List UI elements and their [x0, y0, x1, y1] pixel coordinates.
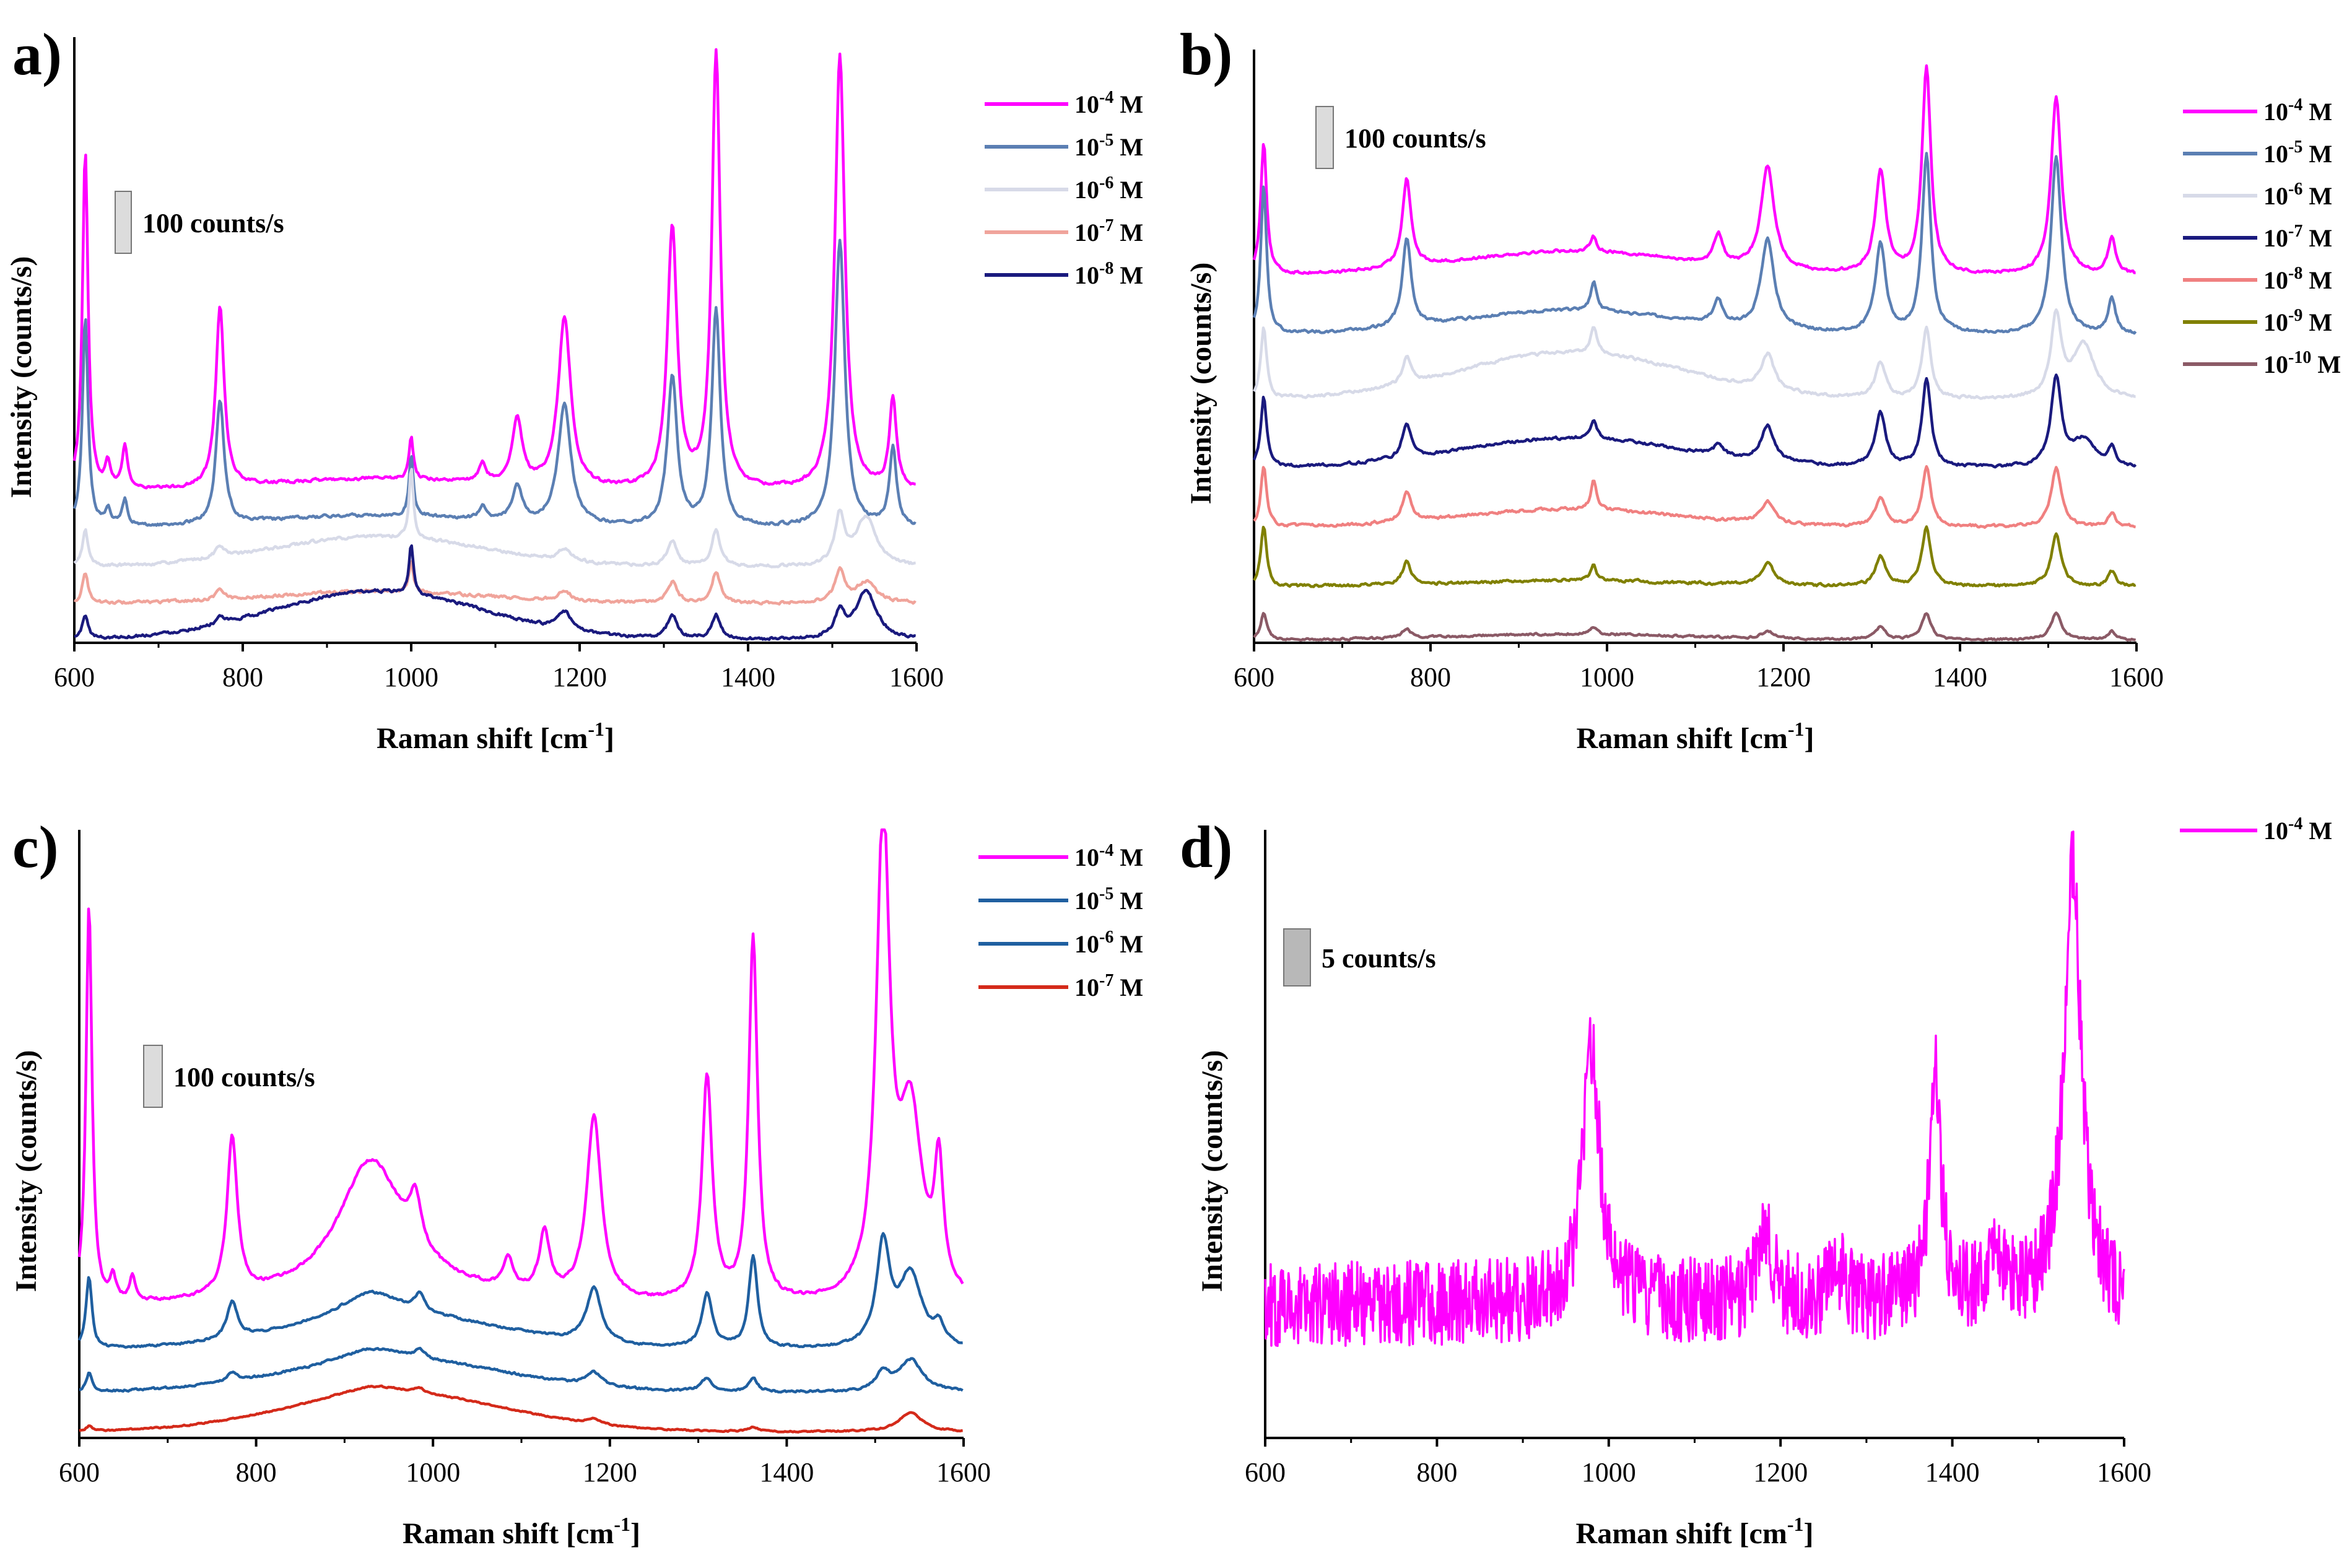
x-tick-label: 1400 — [759, 1457, 814, 1487]
legend-label: 10-8 M — [1074, 259, 1143, 289]
x-tick-label: 1000 — [1580, 662, 1634, 692]
legend-label: 10-5 M — [1074, 131, 1143, 161]
x-tick-label: 1200 — [1756, 662, 1811, 692]
x-tick-label: 1000 — [406, 1457, 460, 1487]
legend-label: 10-6 M — [2263, 180, 2332, 210]
scale-bar-label: 100 counts/s — [173, 1062, 315, 1092]
legend-label: 10-10 M — [2263, 348, 2341, 378]
panel-a: a) 600 800 1000 1200 1400 1600 Raman shift [cm-… — [5, 21, 1143, 755]
series-line — [77, 828, 964, 1302]
legend-label: 10-6 M — [1074, 173, 1143, 204]
legend-label: 10-4 M — [2263, 95, 2332, 126]
series-line — [77, 1232, 963, 1349]
x-tick-label: 1600 — [889, 662, 944, 692]
panel-label: c) — [12, 814, 59, 880]
legend-label: 10-7 M — [1074, 216, 1143, 246]
scale-bar-label: 5 counts/s — [1322, 943, 1436, 973]
series-line — [1264, 830, 2125, 1348]
x-tick-label: 800 — [222, 662, 263, 692]
scale-bar-label: 100 counts/s — [1344, 123, 1486, 154]
x-tick-label: 800 — [1410, 662, 1451, 692]
series-line — [73, 560, 917, 606]
panel-label: a) — [12, 21, 62, 87]
x-tick-label: 1000 — [1582, 1457, 1636, 1487]
scale-bar — [1315, 106, 1334, 169]
x-tick-label: 800 — [1416, 1457, 1457, 1487]
legend-label: 10-4 M — [1074, 841, 1143, 871]
x-tick-label: 1000 — [384, 662, 438, 692]
x-axis-title: Raman shift [cm-1] — [377, 718, 614, 755]
y-axis-title: Intensity (counts/s) — [1196, 1050, 1229, 1292]
panel-label: d) — [1180, 814, 1232, 880]
legend-label: 10-4 M — [1074, 88, 1143, 118]
scale-bar — [1283, 928, 1311, 987]
legend-label: 10-7 M — [2263, 222, 2332, 252]
x-axis-title: Raman shift [cm-1] — [1576, 1513, 1814, 1550]
series-line — [1252, 64, 2136, 276]
panel-label: b) — [1180, 21, 1232, 87]
x-tick-label: 600 — [1245, 1457, 1286, 1487]
series-line — [1253, 611, 2136, 642]
legend-label: 10-4 M — [2263, 814, 2332, 845]
y-axis-title: Intensity (counts/s) — [1185, 263, 1217, 505]
x-tick-label: 800 — [236, 1457, 277, 1487]
series-line — [73, 468, 916, 568]
series-line — [1253, 465, 2136, 529]
series-line — [1252, 308, 2136, 400]
x-tick-label: 600 — [59, 1457, 100, 1487]
x-tick-label: 1400 — [1933, 662, 1987, 692]
x-tick-label: 600 — [1234, 662, 1274, 692]
legend-label: 10-5 M — [1074, 884, 1143, 915]
scale-bar — [143, 1045, 163, 1108]
series-line — [1252, 152, 2137, 335]
x-axis-title: Raman shift [cm-1] — [1577, 718, 1814, 755]
legend-label: 10-7 M — [1074, 971, 1143, 1001]
series-line — [72, 48, 916, 490]
series-line — [72, 238, 917, 527]
x-tick-label: 1600 — [2109, 662, 2164, 692]
legend-label: 10-9 M — [2263, 306, 2332, 336]
series-line — [1253, 525, 2136, 588]
x-axis-title: Raman shift [cm-1] — [403, 1513, 640, 1550]
x-tick-label: 600 — [54, 662, 95, 692]
x-tick-label: 1200 — [552, 662, 607, 692]
scale-bar — [115, 191, 132, 254]
series-line — [79, 1384, 963, 1434]
x-tick-label: 1600 — [936, 1457, 991, 1487]
x-tick-label: 1600 — [2097, 1457, 2151, 1487]
panel-c: c) 600 800 1000 1200 1400 1600 Raman shift [cm-… — [10, 814, 1143, 1550]
x-tick-label: 1200 — [1753, 1457, 1808, 1487]
y-axis-title: Intensity (counts/s) — [10, 1050, 43, 1292]
legend-label: 10-8 M — [2263, 264, 2332, 294]
series-line — [74, 544, 917, 642]
x-tick-label: 1400 — [721, 662, 775, 692]
legend-label: 10-5 M — [2263, 137, 2332, 168]
panel-d: d) 600 800 1000 1200 1400 1600 Raman shift [cm-… — [1180, 814, 2332, 1550]
x-tick-label: 1200 — [583, 1457, 637, 1487]
legend-label: 10-6 M — [1074, 928, 1143, 958]
y-axis-title: Intensity (counts/s) — [5, 256, 38, 499]
panel-b: b) 600 800 1000 1200 1400 1600 Raman shift [cm-… — [1180, 21, 2341, 755]
series-line — [1252, 373, 2137, 469]
x-tick-label: 1400 — [1925, 1457, 1980, 1487]
series-line — [79, 1346, 964, 1394]
scale-bar-label: 100 counts/s — [142, 208, 284, 238]
